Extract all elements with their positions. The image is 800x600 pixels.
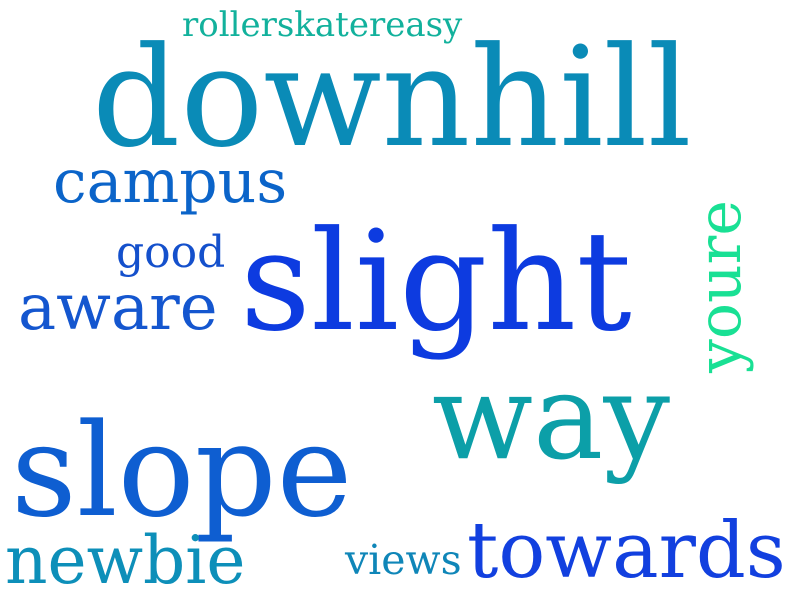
word-newbie: newbie bbox=[5, 522, 246, 599]
word-rollerskatereasy: rollerskatereasy bbox=[182, 5, 463, 45]
word-good: good bbox=[116, 227, 226, 278]
word-youre: youre bbox=[685, 200, 755, 373]
word-downhill: downhill bbox=[92, 17, 692, 178]
word-views: views bbox=[345, 536, 462, 584]
word-slope: slope bbox=[11, 397, 353, 546]
word-slight: slight bbox=[240, 201, 632, 362]
word-way: way bbox=[432, 348, 671, 486]
word-aware: aware bbox=[18, 271, 218, 345]
word-campus: campus bbox=[53, 147, 288, 217]
word-towards: towards bbox=[467, 506, 786, 596]
